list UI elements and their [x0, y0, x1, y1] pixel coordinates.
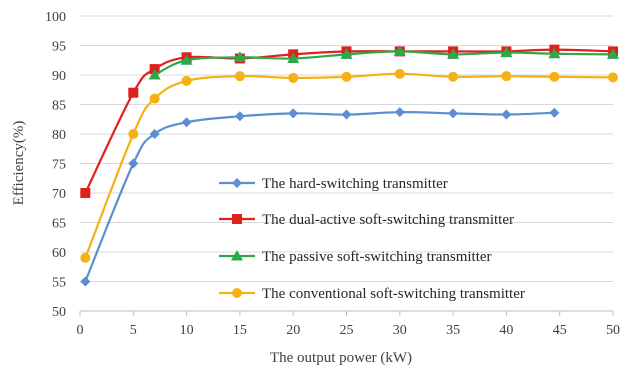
point-hard-switching-0	[80, 276, 91, 287]
point-conventional-5	[288, 72, 299, 83]
x-tick-label-25: 25	[340, 323, 354, 338]
x-tick-label-10: 10	[180, 323, 194, 338]
series-conventional	[80, 68, 618, 263]
legend-label-conventional: The conventional soft-switching transmit…	[262, 286, 525, 302]
point-passive-7	[500, 46, 513, 58]
y-tick-label-55: 55	[52, 276, 66, 291]
legend-marker-conventional	[232, 288, 242, 298]
point-hard-switching-9	[501, 109, 512, 120]
y-tick-label-60: 60	[52, 246, 66, 261]
point-passive-1	[180, 54, 193, 65]
point-conventional-4	[234, 71, 245, 82]
legend-marker-passive	[231, 250, 243, 261]
x-axis-title: The output power (kW)	[270, 350, 412, 366]
point-hard-switching-2	[149, 129, 160, 139]
point-passive-6	[447, 48, 460, 59]
point-conventional-6	[341, 71, 352, 82]
point-passive-8	[548, 47, 561, 59]
y-tick-label-65: 65	[52, 217, 66, 232]
point-hard-switching-1	[128, 158, 139, 169]
x-tick-label-0: 0	[77, 323, 84, 338]
axes: 50 55 60 65 70 75 80 85 90 95 100 0 5 10 15 20 25 30 35 40 4…	[45, 10, 620, 338]
point-dual-active-1	[128, 87, 139, 98]
x-tick-label-20: 20	[286, 323, 300, 338]
point-conventional-11	[608, 72, 618, 83]
point-passive-4	[340, 48, 353, 59]
series-group	[80, 44, 619, 287]
x-tick-label-50: 50	[606, 323, 620, 338]
legend-label-hard-switching: The hard-switching transmitter	[262, 176, 448, 192]
point-hard-switching-6	[341, 109, 352, 120]
series-line-dual-active	[84, 48, 614, 194]
x-tick-label-15: 15	[233, 323, 247, 338]
point-passive-9	[607, 48, 619, 59]
point-hard-switching-3	[181, 117, 192, 128]
series-line-passive	[154, 50, 614, 76]
point-passive-5	[393, 45, 406, 56]
point-conventional-9	[501, 71, 512, 82]
y-tick-label-100: 100	[45, 10, 66, 25]
point-hard-switching-4	[234, 111, 245, 122]
y-tick-label-50: 50	[52, 305, 66, 320]
legend-marker-dual-active	[232, 214, 242, 224]
point-passive-0	[148, 69, 161, 80]
series-line-conventional	[84, 72, 614, 259]
y-tick-label-75: 75	[52, 158, 66, 173]
y-tick-label-85: 85	[52, 99, 66, 114]
x-tick-label-45: 45	[553, 323, 567, 338]
x-tick-label-30: 30	[393, 323, 407, 338]
series-hard-switching	[80, 107, 560, 287]
legend-marker-hard-switching	[232, 178, 242, 188]
point-hard-switching-10	[549, 107, 560, 118]
gridlines	[80, 15, 613, 282]
y-tick-label-90: 90	[52, 69, 66, 84]
point-hard-switching-8	[448, 108, 459, 119]
x-tick-label-35: 35	[446, 323, 460, 338]
point-conventional-3	[181, 75, 192, 86]
x-tick-label-40: 40	[499, 323, 513, 338]
point-dual-active-0	[80, 188, 91, 198]
series-dual-active	[80, 44, 618, 198]
point-conventional-0	[80, 252, 91, 263]
point-conventional-8	[448, 71, 459, 82]
y-tick-label-95: 95	[52, 40, 66, 55]
series-passive	[148, 45, 619, 80]
legend: The hard-switching transmitter The dual-a…	[219, 176, 525, 302]
point-hard-switching-5	[288, 108, 299, 119]
point-conventional-1	[128, 129, 139, 139]
series-line-hard-switching	[84, 111, 555, 282]
point-passive-2	[233, 51, 246, 62]
y-axis-title: Efficiency(%)	[11, 121, 27, 206]
point-conventional-2	[149, 93, 160, 104]
y-tick-label-80: 80	[52, 128, 66, 143]
point-conventional-10	[549, 71, 560, 82]
y-tick-label-70: 70	[52, 187, 66, 202]
legend-label-dual-active: The dual-active soft-switching transmitt…	[262, 212, 514, 228]
legend-label-passive: The passive soft-switching transmitter	[262, 249, 492, 265]
point-passive-3	[287, 52, 300, 63]
point-hard-switching-7	[394, 107, 405, 118]
point-conventional-7	[394, 68, 405, 79]
x-tick-label-5: 5	[130, 323, 137, 338]
